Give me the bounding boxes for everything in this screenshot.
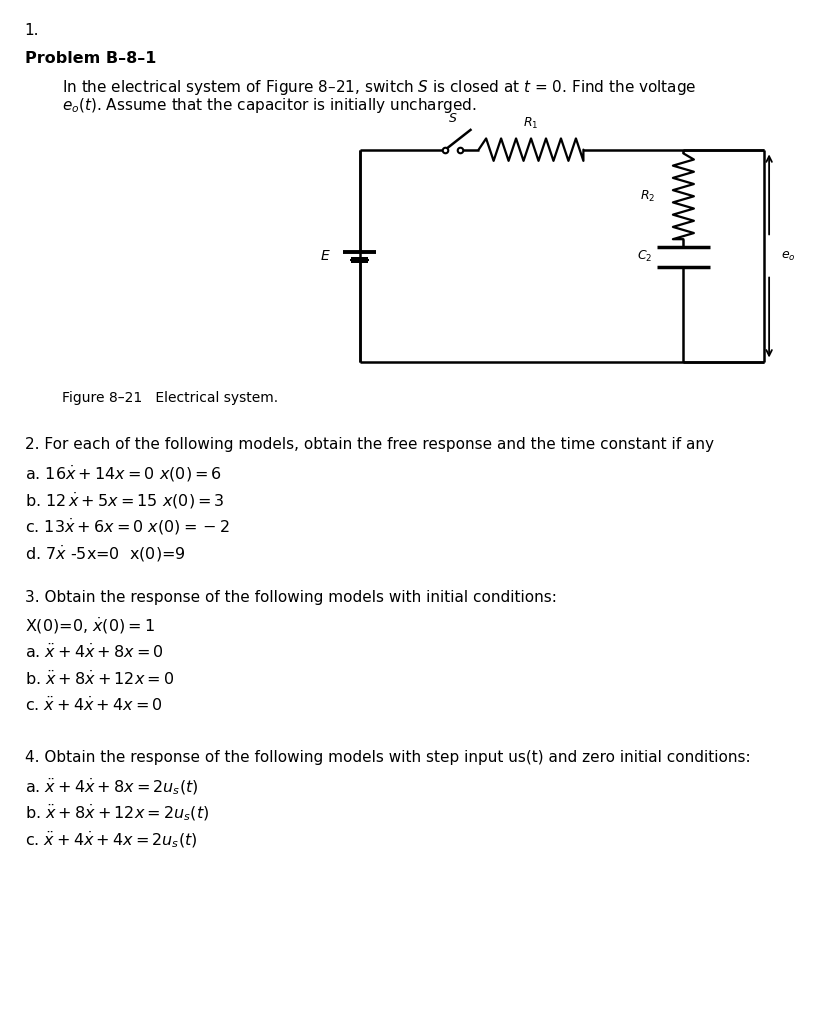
Text: $e_o(t)$. Assume that the capacitor is initially uncharged.: $e_o(t)$. Assume that the capacitor is i… [62,96,476,116]
Text: d. $7\dot{x}$ -5x=0  x(0)=9: d. $7\dot{x}$ -5x=0 x(0)=9 [25,544,186,564]
Text: 3. Obtain the response of the following models with initial conditions:: 3. Obtain the response of the following … [25,590,557,605]
Text: Figure 8–21   Electrical system.: Figure 8–21 Electrical system. [62,391,277,406]
Text: a. $\ddot{x} + 4\dot{x} + 8x = 0$: a. $\ddot{x} + 4\dot{x} + 8x = 0$ [25,643,163,662]
Text: $R_2$: $R_2$ [640,188,655,204]
Text: X(0)=0, $\dot{x}(0) = 1$: X(0)=0, $\dot{x}(0) = 1$ [25,616,154,637]
Text: $e_o$: $e_o$ [781,250,796,262]
Text: b. $\ddot{x} + 8\dot{x} + 12x = 0$: b. $\ddot{x} + 8\dot{x} + 12x = 0$ [25,670,174,688]
Text: $S$: $S$ [447,113,457,125]
Text: 4. Obtain the response of the following models with step input us(t) and zero in: 4. Obtain the response of the following … [25,750,750,765]
Text: b. $\ddot{x} + 8\dot{x} + 12x = 2u_s(t)$: b. $\ddot{x} + 8\dot{x} + 12x = 2u_s(t)$ [25,803,209,823]
Text: 1.: 1. [25,23,39,38]
Text: c. $\ddot{x} + 4\dot{x} + 4x = 0$: c. $\ddot{x} + 4\dot{x} + 4x = 0$ [25,696,163,715]
Text: 2. For each of the following models, obtain the free response and the time const: 2. For each of the following models, obt… [25,437,713,453]
Text: In the electrical system of Figure 8–21, switch $S$ is closed at $t$ = 0. Find t: In the electrical system of Figure 8–21,… [62,78,696,97]
Text: a. $\ddot{x} + 4\dot{x} + 8x = 2u_s(t)$: a. $\ddot{x} + 4\dot{x} + 8x = 2u_s(t)$ [25,776,199,797]
Text: $E$: $E$ [320,249,331,263]
Text: c. $\ddot{x} + 4\dot{x} + 4x = 2u_s(t)$: c. $\ddot{x} + 4\dot{x} + 4x = 2u_s(t)$ [25,829,197,850]
Text: $C_2$: $C_2$ [637,250,653,264]
Text: Problem B–8–1: Problem B–8–1 [25,51,156,67]
Text: c. $13\dot{x} + 6x = 0$ $x(0) = -2$: c. $13\dot{x} + 6x = 0$ $x(0) = -2$ [25,517,230,538]
Text: $R_1$: $R_1$ [523,116,539,131]
Text: b. $12\,\dot{x} + 5x = 15$ $x(0) = 3$: b. $12\,\dot{x} + 5x = 15$ $x(0) = 3$ [25,490,224,511]
Text: a. $16\dot{x} + 14x = 0$ $x(0) = 6$: a. $16\dot{x} + 14x = 0$ $x(0) = 6$ [25,464,222,484]
Bar [351,257,368,263]
